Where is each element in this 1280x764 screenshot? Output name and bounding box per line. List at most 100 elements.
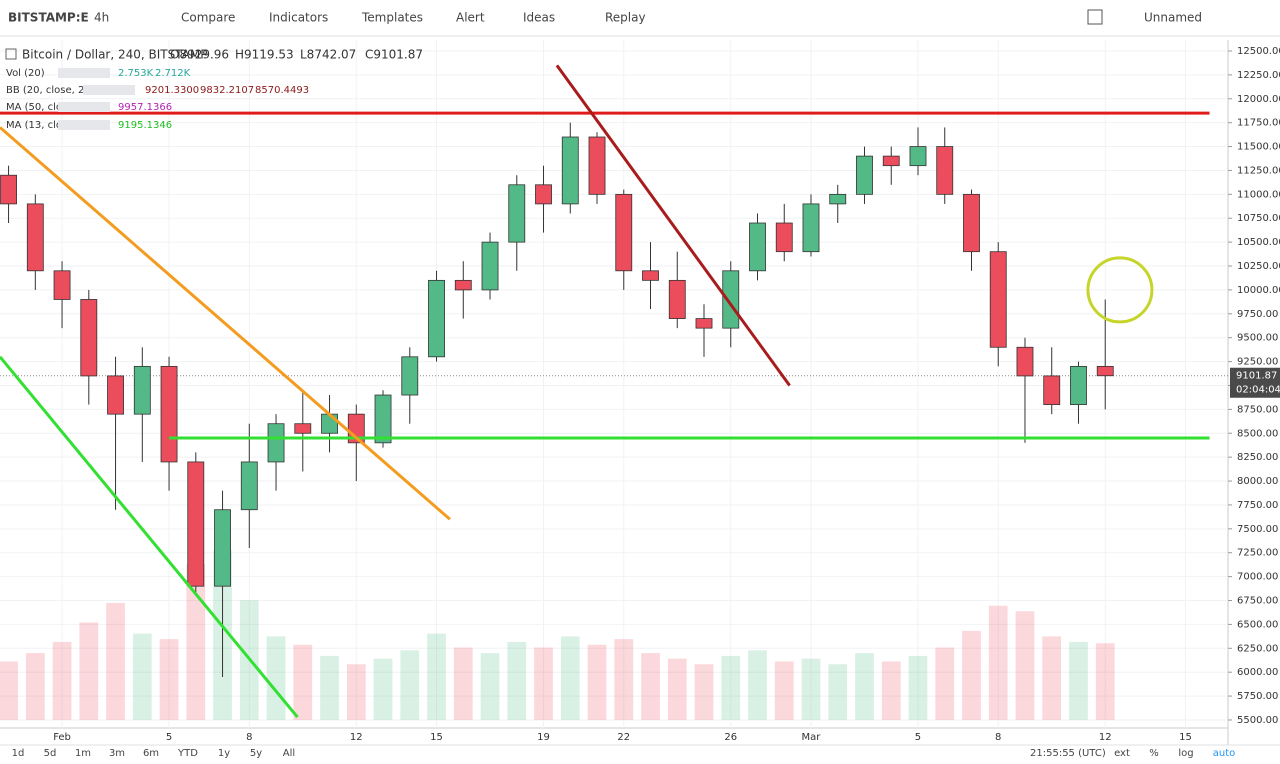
y-tick-label: 6250.00 bbox=[1237, 643, 1278, 654]
volume-bar bbox=[1042, 636, 1062, 720]
indicator-controls[interactable] bbox=[58, 102, 110, 112]
axis-option[interactable]: % bbox=[1149, 748, 1159, 759]
indicator-controls[interactable] bbox=[58, 120, 110, 130]
volume-bar bbox=[801, 658, 821, 720]
ohlc-value: O8929.96 bbox=[170, 48, 229, 62]
volume-bar bbox=[560, 636, 580, 720]
candle-body bbox=[1016, 346, 1034, 377]
candle-body bbox=[535, 184, 552, 205]
y-tick-label: 11500.00 bbox=[1237, 142, 1280, 153]
volume-bar bbox=[79, 622, 99, 720]
volume-bar bbox=[935, 647, 955, 720]
range-button[interactable]: 5d bbox=[44, 748, 57, 759]
volume-bar bbox=[988, 605, 1008, 720]
candle-body bbox=[695, 318, 713, 329]
indicator-controls[interactable] bbox=[58, 68, 110, 78]
y-tick-label: 8250.00 bbox=[1237, 452, 1278, 463]
range-button[interactable]: 1d bbox=[12, 748, 25, 759]
toolbar-button[interactable]: Indicators bbox=[269, 11, 328, 25]
toolbar-button[interactable]: Alert bbox=[456, 11, 485, 25]
candle-body bbox=[107, 375, 124, 415]
axis-option[interactable]: log bbox=[1178, 748, 1193, 759]
candle-body bbox=[722, 270, 740, 329]
volume-bar bbox=[614, 639, 634, 720]
candle-body bbox=[133, 365, 151, 415]
y-tick-label: 12500.00 bbox=[1237, 46, 1280, 57]
volume-bar bbox=[855, 653, 874, 720]
candle-body bbox=[160, 365, 178, 463]
toolbar-button[interactable]: Ideas bbox=[523, 11, 555, 25]
volume-bar bbox=[587, 644, 607, 720]
fullscreen-icon[interactable] bbox=[1087, 9, 1103, 25]
y-tick-label: 9500.00 bbox=[1237, 333, 1278, 344]
range-button[interactable]: 6m bbox=[143, 748, 159, 759]
x-tick-label: 5 bbox=[166, 732, 172, 743]
toolbar-button[interactable]: Replay bbox=[605, 11, 646, 25]
y-tick-label: 11000.00 bbox=[1237, 189, 1280, 200]
range-button[interactable]: All bbox=[283, 748, 295, 759]
volume-bar bbox=[400, 650, 420, 720]
axis-option[interactable]: ext bbox=[1114, 748, 1130, 759]
volume-bar bbox=[962, 630, 981, 720]
range-button[interactable]: 5y bbox=[250, 748, 262, 759]
candle-body bbox=[428, 279, 445, 358]
top-toolbar bbox=[0, 0, 1280, 36]
toolbar-button[interactable]: Compare bbox=[181, 11, 235, 25]
x-tick-label: 26 bbox=[724, 732, 737, 743]
volume-bar bbox=[52, 641, 72, 720]
range-button[interactable]: 1y bbox=[218, 748, 230, 759]
x-tick-label: Mar bbox=[802, 732, 822, 743]
indicator-value: 9832.2107 bbox=[200, 85, 254, 96]
ohlc-value: H9119.53 bbox=[235, 48, 294, 62]
x-tick-label: 19 bbox=[537, 732, 550, 743]
candle-body bbox=[561, 136, 579, 205]
candle-body bbox=[267, 423, 285, 463]
indicator-name: Vol (20) bbox=[6, 68, 45, 79]
y-tick-label: 7750.00 bbox=[1237, 500, 1278, 511]
x-tick-label: 8 bbox=[995, 732, 1001, 743]
range-button[interactable]: 3m bbox=[109, 748, 125, 759]
y-tick-label: 6750.00 bbox=[1237, 596, 1278, 607]
indicator-value: 2.712K bbox=[155, 68, 191, 79]
symbol-title: Bitcoin / Dollar, 240, BITSTAMP bbox=[22, 48, 207, 62]
x-tick-label: Feb bbox=[53, 732, 71, 743]
legend-collapse[interactable] bbox=[5, 48, 17, 60]
last-price-label: 9101.87 bbox=[1236, 371, 1277, 382]
candle-body bbox=[1043, 375, 1061, 405]
range-button[interactable]: YTD bbox=[177, 748, 198, 759]
clock: 21:55:55 (UTC) bbox=[1030, 748, 1106, 759]
candle-body bbox=[802, 203, 820, 253]
candle-body bbox=[1096, 365, 1114, 377]
highlight-circle bbox=[1086, 256, 1154, 324]
volume-bar bbox=[721, 655, 741, 720]
y-tick-label: 11250.00 bbox=[1237, 165, 1280, 176]
candle-body bbox=[321, 413, 338, 434]
y-tick-label: 7000.00 bbox=[1237, 572, 1278, 583]
interval[interactable]: 4h bbox=[94, 11, 109, 25]
volume-bar bbox=[266, 636, 286, 720]
volume-bar bbox=[186, 563, 206, 720]
candle-body bbox=[401, 356, 419, 396]
y-tick-label: 10500.00 bbox=[1237, 237, 1280, 248]
candle-body bbox=[1070, 365, 1087, 405]
x-tick-label: 12 bbox=[350, 732, 363, 743]
indicator-value: 2.753K bbox=[118, 68, 154, 79]
candle-body bbox=[882, 155, 900, 167]
range-button[interactable]: 1m bbox=[75, 748, 91, 759]
axis-option[interactable]: auto bbox=[1213, 748, 1236, 759]
symbol[interactable]: BITSTAMP:E bbox=[8, 11, 89, 25]
y-tick-label: 10750.00 bbox=[1237, 213, 1280, 224]
y-tick-label: 8000.00 bbox=[1237, 476, 1278, 487]
indicator-controls[interactable] bbox=[83, 85, 135, 95]
candle-body bbox=[989, 251, 1007, 348]
y-tick-label: 8500.00 bbox=[1237, 428, 1278, 439]
volume-bar bbox=[453, 647, 473, 720]
layout-name[interactable]: Unnamed bbox=[1144, 11, 1202, 25]
candle-body bbox=[749, 222, 766, 272]
candle-body bbox=[481, 241, 499, 291]
volume-bar bbox=[667, 658, 687, 720]
toolbar-button[interactable]: Templates bbox=[361, 11, 423, 25]
volume-bar bbox=[346, 664, 366, 720]
volume-bar bbox=[106, 602, 125, 720]
volume-bar bbox=[748, 650, 767, 720]
